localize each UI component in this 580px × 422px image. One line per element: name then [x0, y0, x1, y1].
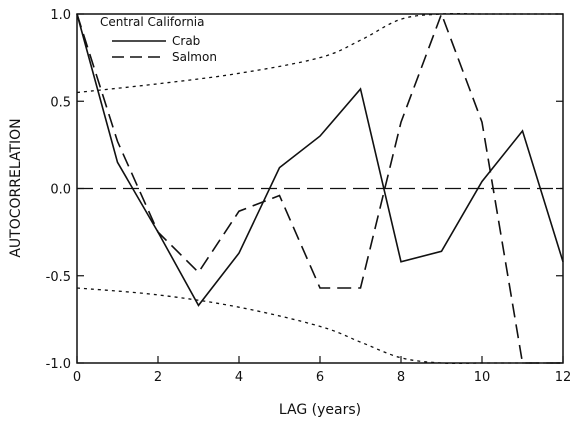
legend-label-crab: Crab — [172, 34, 200, 48]
confidence-bounds — [76, 12, 563, 365]
y-tick-label: 0.0 — [50, 183, 71, 198]
x-axis-ticks: 0 2 4 6 8 10 12 — [73, 356, 571, 385]
x-tick-label: 2 — [154, 370, 162, 385]
y-tick-label: 0.5 — [50, 95, 71, 110]
y-tick-label: -0.5 — [46, 270, 71, 285]
x-tick-label: 10 — [474, 370, 491, 385]
x-tick-label: 12 — [555, 370, 572, 385]
legend: Central California Crab Salmon — [100, 15, 217, 64]
series-line-salmon — [76, 11, 563, 364]
y-axis-title: AUTOCORRELATION — [8, 118, 24, 257]
legend-label-salmon: Salmon — [172, 50, 217, 64]
x-tick-label: 6 — [316, 370, 324, 385]
x-tick-label: 4 — [235, 370, 243, 385]
y-axis-ticks: -1.0 -0.5 0.0 0.5 1.0 — [46, 8, 563, 372]
x-axis-title: LAG (years) — [279, 402, 361, 418]
legend-title: Central California — [100, 15, 205, 29]
y-tick-label: 1.0 — [50, 8, 71, 23]
lower-confidence-bound — [76, 287, 563, 365]
upper-confidence-bound — [76, 12, 563, 94]
y-tick-label: -1.0 — [46, 357, 71, 372]
x-tick-label: 8 — [397, 370, 405, 385]
series-lines — [76, 11, 564, 364]
x-tick-label: 0 — [73, 370, 81, 385]
